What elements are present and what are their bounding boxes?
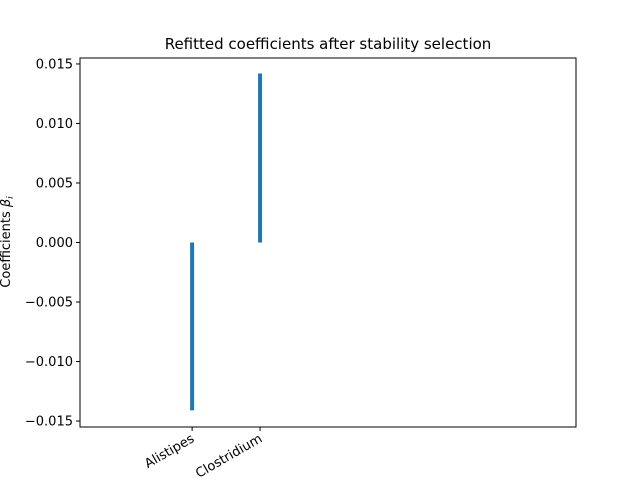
y-tick-label: 0.010 [36,117,73,132]
x-tick-label: Alistipes [142,431,197,471]
y-tick-label: 0.015 [36,57,73,72]
y-tick-label: 0.000 [36,236,73,251]
y-axis-label-text: Coefficients [0,211,14,288]
y-tick-label: −0.010 [25,355,73,370]
chart-title: Refitted coefficients after stability se… [165,35,492,53]
bar-clostridium [258,73,263,243]
x-tick-label: Clostridium [193,431,265,480]
bars-group [190,73,263,411]
y-tick-label: −0.015 [25,415,73,430]
y-tick-label: 0.005 [36,176,73,191]
y-axis-label-symbol: β [0,199,14,208]
y-tick-label: −0.005 [25,296,73,311]
y-axis: −0.015 −0.010 −0.005 0.000 0.005 0.010 0.015 [25,57,80,430]
y-axis-label-subscript: i [6,196,16,199]
svg-text:Coefficients βi: Coefficients βi [0,196,16,288]
plot-frame [79,57,577,428]
bar-alistipes [190,242,195,411]
y-axis-label: Coefficients βi [0,196,16,288]
